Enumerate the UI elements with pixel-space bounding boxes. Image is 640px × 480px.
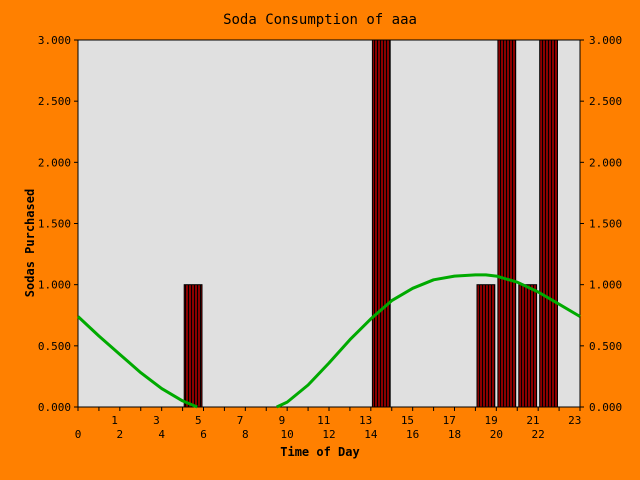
bar-hour-22 xyxy=(539,39,559,408)
x-tick-label: 5 xyxy=(195,414,202,427)
x-tick-label: 17 xyxy=(443,414,456,427)
x-tick-label: 9 xyxy=(279,414,286,427)
trend-line-segment-2 xyxy=(276,273,581,409)
x-tick-label: 13 xyxy=(359,414,372,427)
y-tick-label-left: 1.500 xyxy=(38,218,71,231)
plot-area xyxy=(77,39,581,408)
y-tick-label-left: 0.500 xyxy=(38,340,71,353)
y-tick-label-right: 1.500 xyxy=(589,218,622,231)
x-axis-label: Time of Day xyxy=(280,445,359,459)
y-tick-label-right: 0.000 xyxy=(589,401,622,414)
x-tick-label: 3 xyxy=(153,414,160,427)
y-tick-label-left: 2.500 xyxy=(38,95,71,108)
x-tick-label: 4 xyxy=(158,428,165,441)
bar-hour-20 xyxy=(497,39,517,408)
y-tick-label-left: 0.000 xyxy=(38,401,71,414)
x-tick-label: 18 xyxy=(448,428,461,441)
bar-hour-5 xyxy=(183,284,203,408)
y-tick-label-left: 2.000 xyxy=(38,156,71,169)
x-tick-label: 19 xyxy=(484,414,497,427)
y-tick-label-right: 3.000 xyxy=(589,34,622,47)
bar-hour-21 xyxy=(518,284,538,408)
bar-hour-14 xyxy=(371,39,391,408)
trend-line-segment-1 xyxy=(76,315,198,409)
x-tick-label: 7 xyxy=(237,414,244,427)
x-tick-label: 10 xyxy=(281,428,294,441)
y-tick-label-left: 3.000 xyxy=(38,34,71,47)
x-tick-label: 14 xyxy=(364,428,378,441)
x-tick-label: 12 xyxy=(322,428,335,441)
x-tick-label: 11 xyxy=(317,414,330,427)
x-tick-label: 1 xyxy=(111,414,118,427)
x-tick-label: 22 xyxy=(532,428,545,441)
trend-layer xyxy=(76,273,581,409)
y-tick-label-right: 1.000 xyxy=(589,279,622,292)
x-tick-label: 16 xyxy=(406,428,419,441)
y-tick-label-right: 2.500 xyxy=(589,95,622,108)
x-tick-label: 15 xyxy=(401,414,414,427)
chart-title: Soda Consumption of aaa xyxy=(223,12,417,28)
y-tick-label-right: 2.000 xyxy=(589,156,622,169)
x-tick-label: 21 xyxy=(526,414,539,427)
x-tick-label: 2 xyxy=(117,428,124,441)
bar-hour-19 xyxy=(476,284,496,408)
y-tick-label-left: 1.000 xyxy=(38,279,71,292)
x-tick-label: 0 xyxy=(75,428,82,441)
axes-layer: 0.000 0.000 0.500 0.500 1.000 1.000 1.500 1.500… xyxy=(38,34,622,441)
y-axis-label: Sodas Purchased xyxy=(23,189,37,297)
x-tick-label: 23 xyxy=(568,414,581,427)
x-tick-label: 8 xyxy=(242,428,249,441)
y-tick-label-right: 0.500 xyxy=(589,340,622,353)
x-tick-label: 6 xyxy=(200,428,207,441)
x-tick-label: 20 xyxy=(490,428,503,441)
